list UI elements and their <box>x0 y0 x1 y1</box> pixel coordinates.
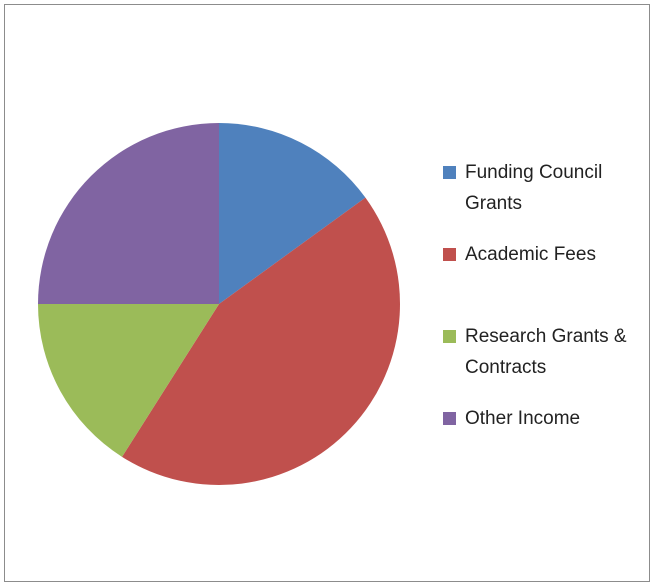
legend-swatch <box>443 412 456 425</box>
legend-item: Funding Council Grants <box>443 157 643 239</box>
legend-swatch <box>443 166 456 179</box>
pie-slice <box>122 197 400 486</box>
legend-swatch <box>443 248 456 261</box>
pie-slice <box>38 123 219 304</box>
legend-label: Academic Fees <box>465 244 596 265</box>
chart <box>38 123 400 486</box>
chart-frame: Funding Council Grants Academic Fees Resea… <box>4 4 650 582</box>
pie-slice <box>38 304 219 457</box>
pie-slice <box>219 123 366 304</box>
legend-label: Research Grants & Contracts <box>465 326 627 378</box>
legend-item: Other Income <box>443 403 643 485</box>
legend: Funding Council Grants Academic Fees Resea… <box>443 157 643 485</box>
legend-swatch <box>443 330 456 343</box>
legend-label: Funding Council Grants <box>465 162 603 214</box>
legend-item: Academic Fees <box>443 239 643 321</box>
legend-label: Other Income <box>465 408 581 429</box>
legend-item: Research Grants & Contracts <box>443 321 643 403</box>
